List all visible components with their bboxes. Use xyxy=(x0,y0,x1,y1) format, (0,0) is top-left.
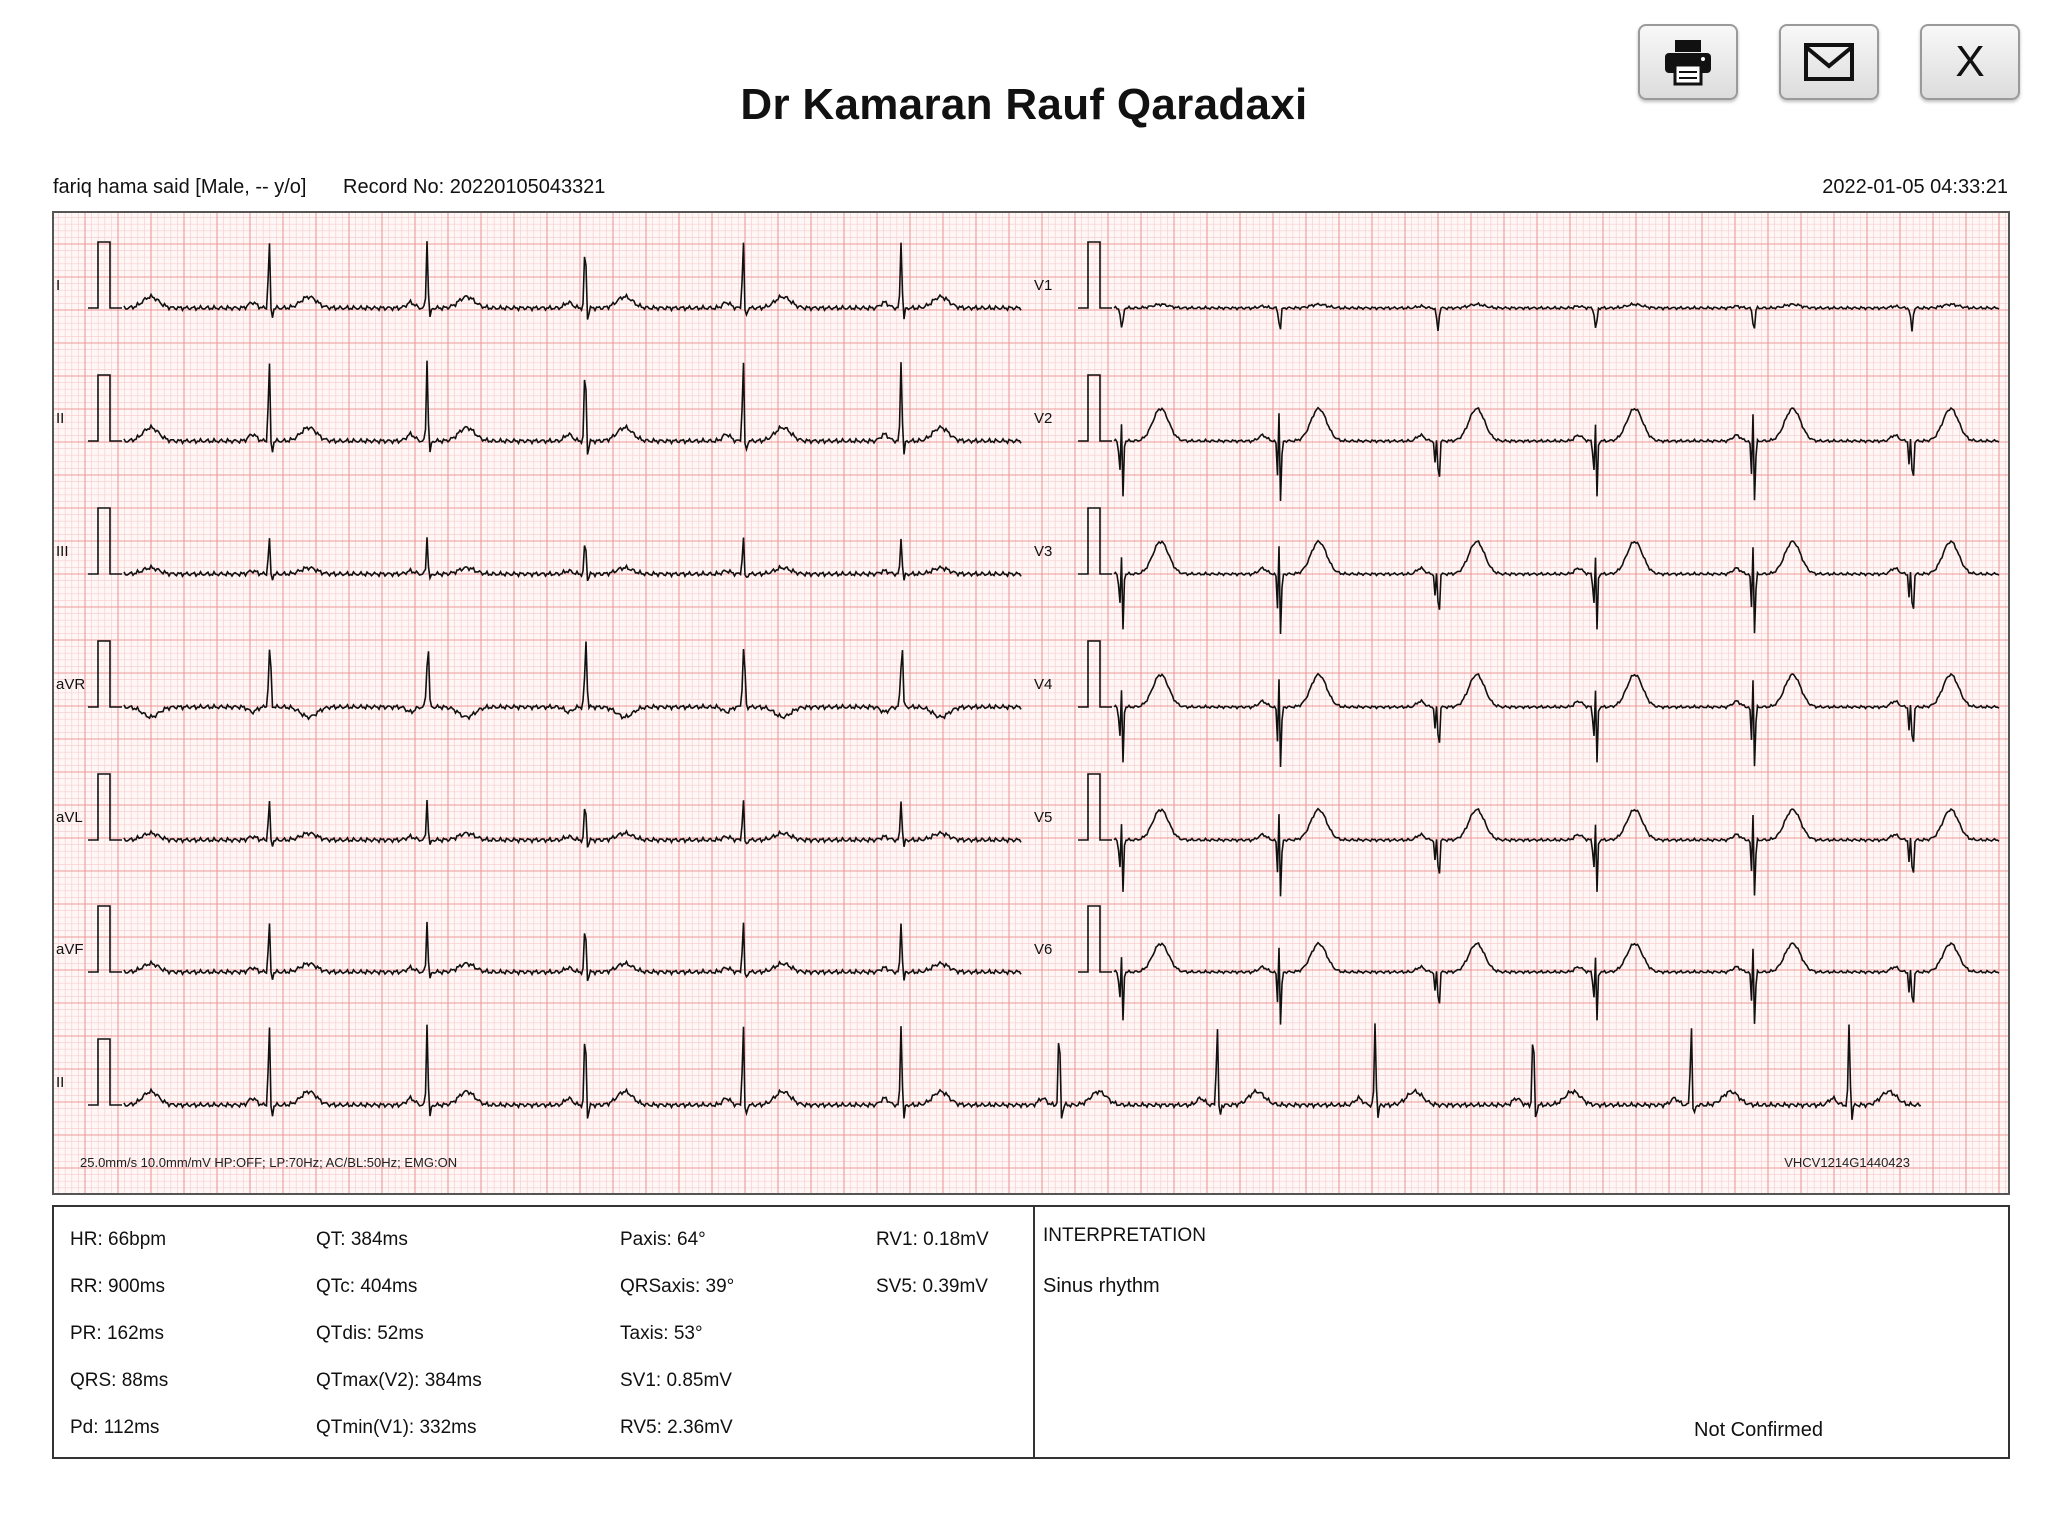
lead-label-v3: V3 xyxy=(1034,543,1052,560)
param-sv5: SV5: 0.39mV xyxy=(876,1276,988,1297)
rhythm-lead-label: II xyxy=(56,1074,64,1091)
lead-trace-v4 xyxy=(1113,672,2000,768)
param-taxis: Taxis: 53° xyxy=(620,1323,703,1344)
calibration-pulse xyxy=(88,773,122,841)
calibration-pulse xyxy=(1078,374,1112,442)
lead-trace-ii xyxy=(123,360,1022,455)
lead-label-iii: III xyxy=(56,543,69,560)
lead-label-avr: aVR xyxy=(56,676,85,693)
lead-label-v1: V1 xyxy=(1034,277,1052,294)
calibration-pulse xyxy=(88,374,122,442)
lead-label-v5: V5 xyxy=(1034,809,1052,826)
param-qtmin: QTmin(V1): 332ms xyxy=(316,1417,477,1438)
patient-info: fariq hama said [Male, -- y/o] xyxy=(53,176,307,198)
param-sv1: SV1: 0.85mV xyxy=(620,1370,732,1391)
calibration-pulse xyxy=(1078,905,1112,973)
ecg-frame xyxy=(52,211,2010,1195)
ecg-paper xyxy=(52,211,2010,1195)
lead-label-v2: V2 xyxy=(1034,410,1052,427)
param-qtdis: QTdis: 52ms xyxy=(316,1323,424,1344)
calibration-pulse xyxy=(88,640,122,708)
param-pd: Pd: 112ms xyxy=(70,1417,160,1438)
close-label: X xyxy=(1955,37,1985,86)
doctor-title: Dr Kamaran Rauf Qaradaxi xyxy=(740,80,1308,129)
lead-trace-avl xyxy=(123,799,1022,848)
param-rv1: RV1: 0.18mV xyxy=(876,1229,989,1250)
measurement-panel: HR: 66bpm RR: 900ms PR: 162ms QRS: 88ms … xyxy=(52,1205,2010,1459)
device-id: VHCV1214G1440423 xyxy=(1784,1155,1910,1170)
confirmation-status: Not Confirmed xyxy=(1694,1419,1823,1441)
param-qrsaxis: QRSaxis: 39° xyxy=(620,1276,735,1297)
param-qtmax: QTmax(V2): 384ms xyxy=(316,1370,482,1391)
print-button[interactable] xyxy=(1638,24,1738,100)
close-button[interactable]: X xyxy=(1920,24,2020,100)
record-datetime: 2022-01-05 04:33:21 xyxy=(1822,176,2008,198)
record-number: Record No: 20220105043321 xyxy=(343,176,606,198)
ecg-grid-major xyxy=(52,211,2010,1195)
lead-trace-v3 xyxy=(1113,539,2000,635)
param-rv5: RV5: 2.36mV xyxy=(620,1417,733,1438)
envelope-icon xyxy=(1804,43,1854,81)
lead-label-i: I xyxy=(56,277,60,294)
calibration-pulse xyxy=(88,1038,122,1106)
lead-trace-avf xyxy=(123,921,1022,982)
lead-label-avl: aVL xyxy=(56,809,83,826)
panel-divider xyxy=(1033,1207,1035,1457)
email-button[interactable] xyxy=(1779,24,1879,100)
ecg-settings: 25.0mm/s 10.0mm/mV HP:OFF; LP:70Hz; AC/B… xyxy=(80,1155,457,1170)
lead-trace-v5 xyxy=(1113,807,2000,897)
param-pr: PR: 162ms xyxy=(70,1323,164,1344)
lead-label-ii: II xyxy=(56,410,64,427)
rhythm-strip-trace xyxy=(123,1023,1922,1120)
lead-trace-v2 xyxy=(1113,406,2000,502)
calibration-pulse xyxy=(1078,640,1112,708)
lead-trace-i xyxy=(123,241,1022,320)
interpretation-heading: INTERPRETATION xyxy=(1043,1225,1206,1246)
lead-trace-iii xyxy=(123,537,1022,582)
lead-label-avf: aVF xyxy=(56,941,84,958)
printer-icon xyxy=(1665,40,1711,86)
param-qtc: QTc: 404ms xyxy=(316,1276,418,1297)
param-qrs: QRS: 88ms xyxy=(70,1370,169,1391)
lead-label-v4: V4 xyxy=(1034,676,1052,693)
calibration-pulse xyxy=(88,241,122,309)
lead-trace-v6 xyxy=(1113,941,2000,1025)
calibration-pulse xyxy=(1078,241,1112,309)
param-hr: HR: 66bpm xyxy=(70,1229,167,1250)
lead-label-v6: V6 xyxy=(1034,941,1052,958)
param-rr: RR: 900ms xyxy=(70,1276,166,1297)
param-qt: QT: 384ms xyxy=(316,1229,408,1250)
calibration-pulse xyxy=(88,507,122,575)
calibration-pulse xyxy=(88,905,122,973)
interpretation-text: Sinus rhythm xyxy=(1043,1275,1160,1297)
calibration-pulse xyxy=(1078,507,1112,575)
lead-trace-v1 xyxy=(1113,301,2000,332)
calibration-pulse xyxy=(1078,773,1112,841)
ecg-grid-minor xyxy=(52,211,2010,1195)
lead-trace-avr xyxy=(123,641,1022,721)
param-paxis: Paxis: 64° xyxy=(620,1229,706,1250)
